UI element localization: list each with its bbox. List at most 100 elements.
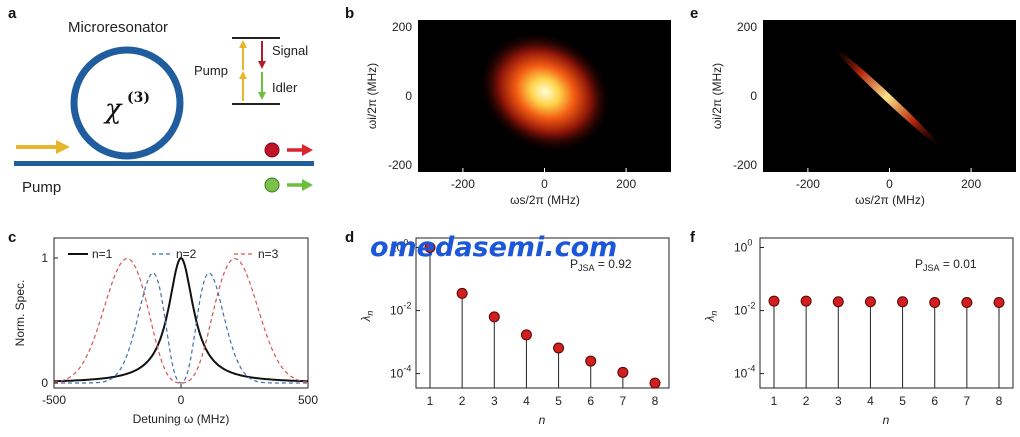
spectrum-line-2	[54, 272, 308, 384]
x-tick-label: 2	[459, 394, 466, 408]
stem-point	[993, 297, 1005, 309]
schmidt-d-axes	[415, 237, 670, 389]
jsa-b-xlabel: ωs/2π (MHz)	[510, 193, 580, 207]
spectrum-line-3	[53, 257, 309, 384]
y-tick-label: 100	[390, 237, 408, 254]
spectrum-line-1	[54, 256, 308, 383]
stem-point	[424, 241, 436, 253]
stem-point	[520, 329, 532, 341]
idler-down-head	[258, 92, 266, 100]
x-tick-label: 6	[931, 394, 938, 408]
panel-d: d 1 2 3 4 5 6 7 8 100 10-2 10-4 PJSA = 0.92 n λn	[345, 229, 670, 427]
x-tick-label: 1	[427, 394, 434, 408]
bus-waveguide	[14, 161, 314, 166]
jsa-e-streak	[834, 47, 940, 147]
schmidt-d-xlabel: n	[539, 413, 546, 427]
microresonator-ring	[70, 46, 184, 160]
x-tick-label: 5	[899, 394, 906, 408]
schmidt-f-ticks: 1 2 3 4 5 6 7 8 100 10-2 10-4	[734, 237, 1003, 408]
x-tick-label: 0	[886, 177, 893, 191]
signal-photon	[264, 142, 280, 158]
spectrum-legend: n=1 n=2 n=3	[68, 247, 279, 261]
y-tick-label: 100	[734, 237, 752, 254]
y-tick-label: -200	[388, 158, 412, 172]
panel-b-letter: b	[345, 5, 354, 22]
x-tick-label: 0	[541, 177, 548, 191]
panel-b: b -200 0 200 -200 0 200 ωs/2π (MHz) ωi/2π (MH…	[345, 5, 671, 207]
panel-a-letter: a	[8, 5, 17, 22]
jsa-b-blob	[479, 32, 611, 152]
x-tick-label: 2	[803, 394, 810, 408]
x-tick-label: 8	[996, 394, 1003, 408]
stem-point	[800, 295, 812, 307]
pump-up-2-head	[239, 40, 247, 48]
panel-f-letter: f	[690, 229, 696, 246]
schmidt-f-axes	[759, 237, 1014, 389]
chi3-order: (3)	[127, 90, 150, 106]
jsa-e-axis-ticks: -200 0 200 -200 0 200	[733, 20, 981, 191]
idler-level-label: Idler	[272, 80, 298, 95]
pump-in-arrow-head	[56, 140, 70, 154]
stem-point	[553, 342, 565, 354]
idler-photon	[264, 177, 280, 193]
schmidt-f-xlabel: n	[883, 413, 890, 427]
x-tick-label: 6	[587, 394, 594, 408]
jsa-b-axis-ticks: -200 0 200 -200 0 200	[388, 20, 636, 191]
y-tick-label: 1	[41, 251, 48, 265]
y-tick-label: 0	[405, 89, 412, 103]
y-tick-label: 200	[737, 20, 757, 34]
stem-point	[649, 377, 661, 389]
x-tick-label: 3	[491, 394, 498, 408]
legend-entry: n=3	[258, 247, 279, 261]
spectrum-ylabel: Norm. Spec.	[13, 280, 27, 347]
stem-point	[585, 355, 597, 367]
pump-label: Pump	[22, 179, 61, 196]
y-tick-label: 0	[41, 376, 48, 390]
x-tick-label: 200	[961, 177, 981, 191]
x-tick-label: -200	[796, 177, 820, 191]
spectrum-ticks: -500 0 500 0 1	[41, 251, 318, 407]
watermark-text: omedasemi.com	[370, 232, 617, 263]
microresonator-label: Microresonator	[68, 19, 168, 36]
panel-a: a Microresonator χ (3) Pump Pump Signal …	[8, 5, 314, 196]
x-tick-label: 4	[867, 394, 874, 408]
stem-point	[488, 311, 500, 323]
stem-point	[456, 287, 468, 299]
jsa-e-xlabel: ωs/2π (MHz)	[855, 193, 925, 207]
y-tick-label: 10-2	[734, 301, 755, 318]
signal-level-label: Signal	[272, 43, 308, 58]
schmidt-f-stems	[768, 295, 1005, 388]
chi3-label: χ	[103, 94, 123, 125]
x-tick-label: -500	[42, 393, 66, 407]
y-tick-label: 200	[392, 20, 412, 34]
x-tick-label: 1	[771, 394, 778, 408]
spectrum-curves	[53, 256, 309, 384]
y-tick-label: 10-2	[390, 301, 411, 318]
stem-point	[832, 296, 844, 308]
legend-entry: n=1	[92, 247, 113, 261]
panel-d-letter: d	[345, 229, 354, 246]
x-tick-label: 7	[620, 394, 627, 408]
spectrum-xlabel: Detuning ω (MHz)	[133, 412, 230, 426]
schmidt-f-ylabel: λn	[703, 311, 719, 323]
signal-out-arrow-head	[302, 144, 313, 156]
y-tick-label: 0	[750, 89, 757, 103]
stem-point	[961, 297, 973, 309]
x-tick-label: 8	[652, 394, 659, 408]
schmidt-d-ticks: 1 2 3 4 5 6 7 8 100 10-2 10-4	[390, 237, 659, 408]
panel-c-letter: c	[8, 229, 16, 246]
schmidt-d-ylabel: λn	[359, 311, 375, 323]
x-tick-label: 200	[616, 177, 636, 191]
jsa-e-ylabel: ωi/2π (MHz)	[710, 63, 724, 129]
pump-up-1-head	[239, 71, 247, 79]
x-tick-label: 0	[178, 393, 185, 407]
signal-down-head	[258, 61, 266, 69]
x-tick-label: 7	[964, 394, 971, 408]
jsa-b-ylabel: ωi/2π (MHz)	[365, 63, 379, 129]
schmidt-f-purity: PJSA = 0.01	[915, 257, 977, 273]
schmidt-d-stems	[424, 241, 661, 389]
y-tick-label: 10-4	[734, 364, 755, 381]
